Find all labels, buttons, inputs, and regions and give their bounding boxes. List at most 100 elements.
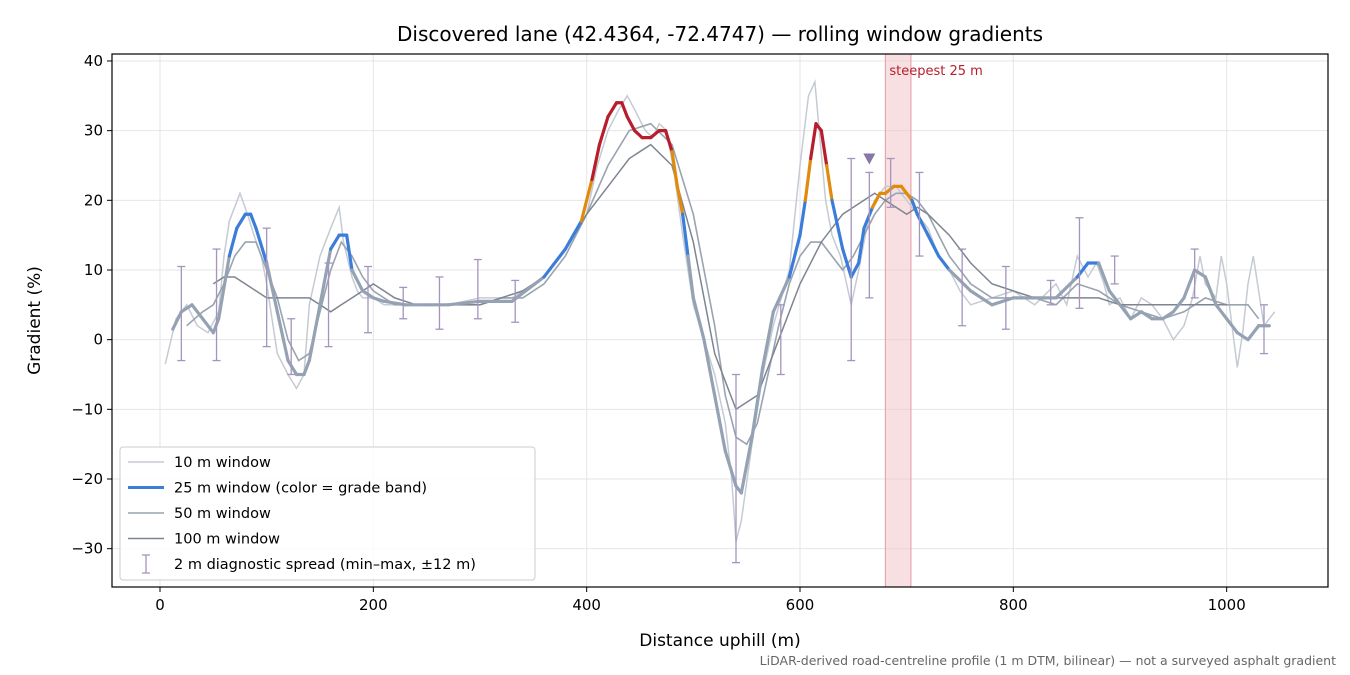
plot-frame: [111, 53, 1329, 588]
series-line-10m: [164, 79, 1276, 542]
errorbar: [262, 227, 271, 348]
x-tick-label: 400: [572, 596, 601, 614]
series-25m-segment: [675, 184, 685, 216]
steepest-marker: [863, 153, 876, 165]
errorbar: [435, 276, 444, 330]
series-25m-segment: [849, 261, 861, 279]
series-25m-segment: [1182, 268, 1197, 300]
footnote: LiDAR-derived road-centreline profile (1…: [760, 653, 1336, 668]
x-tick-label: 1000: [1208, 596, 1246, 614]
x-tick-label: 200: [359, 596, 388, 614]
series-25m-segment: [542, 247, 567, 279]
errorbar: [847, 157, 856, 362]
series-25m-segment: [318, 247, 333, 307]
series-25m-segment: [563, 219, 583, 251]
errorbar: [364, 265, 372, 334]
errorbar: [212, 248, 221, 362]
series-25m-segment: [798, 198, 807, 237]
series-25m-segment: [1203, 275, 1218, 307]
series-25m-segment: [350, 268, 365, 293]
y-tick-label: −20: [71, 470, 103, 488]
series-25m-segment: [830, 198, 845, 251]
legend-label-errorbar: 2 m diagnostic spread (min–max, ±12 m): [174, 557, 476, 573]
series-25m-segment: [825, 163, 834, 202]
series-25m-segment: [809, 122, 818, 161]
axis-ticks: 0 200 400 600 800 1000 −30 −20 −10 0 10 20 30 40: [71, 52, 1245, 614]
errorbar: [287, 318, 296, 376]
series-25m-segment: [302, 358, 311, 377]
series-25m-segment: [382, 299, 407, 307]
series-25m-segment: [1054, 275, 1079, 300]
y-tick-label: −30: [71, 540, 103, 558]
errorbar: [1190, 248, 1199, 299]
series-25m-segment: [201, 317, 215, 335]
series-25m-segment: [819, 129, 829, 168]
series-25m-segment: [510, 275, 546, 303]
y-axis-label: Gradient (%): [25, 266, 45, 375]
errorbar: [1001, 265, 1010, 330]
series-line-100m: [212, 143, 1227, 411]
series-25m-segment: [857, 226, 866, 265]
series-25m-segment: [307, 303, 322, 363]
series-25m-segment: [1097, 261, 1111, 293]
legend: 10 m window 25 m window (color = grade b…: [119, 446, 536, 581]
series-25m-segment: [620, 101, 629, 119]
series-25m-segment: [702, 338, 717, 397]
series-25m-segment: [606, 101, 619, 119]
series-25m-segment: [1139, 310, 1154, 321]
errorbar: [958, 248, 967, 327]
series-25m-segment: [649, 129, 661, 140]
series-25m-segment: [713, 393, 727, 453]
series-25m-segment: [691, 296, 706, 342]
y-tick-label: 30: [84, 122, 103, 140]
series-25m-segment: [597, 115, 610, 147]
series-25m-segment: [663, 129, 674, 154]
x-tick-label: 800: [999, 596, 1028, 614]
series-25m-segment: [750, 365, 765, 439]
series-25m-segment: [275, 310, 290, 363]
series-25m-segment: [910, 198, 919, 216]
y-tick-label: 0: [93, 331, 103, 349]
series-25m-segment: [179, 303, 194, 314]
errorbar-layer: [177, 157, 1268, 564]
legend-swatch-errorbar: [142, 554, 150, 574]
series-25m-segment: [841, 247, 853, 279]
series-25m-segment: [625, 115, 637, 133]
series-25m-segment: [1129, 310, 1143, 321]
series-25m-segment: [723, 449, 738, 488]
steepest-annotation: steepest 25 m: [889, 64, 982, 79]
errorbar: [1046, 279, 1055, 306]
series-25m-segment: [579, 177, 594, 223]
series-25m-segment: [803, 156, 813, 202]
series-25m-segment: [633, 129, 644, 140]
errorbar: [732, 373, 740, 564]
series-25m-segment: [739, 435, 754, 495]
y-tick-label: 20: [84, 191, 103, 209]
errorbar: [1260, 304, 1268, 355]
series-25m-segment: [254, 226, 269, 265]
errorbar: [1110, 255, 1119, 285]
series-25m-segment: [1246, 324, 1261, 342]
series-25m-segment: [190, 303, 205, 321]
series-25m-segment: [446, 299, 482, 307]
y-tick-label: 40: [84, 52, 103, 70]
series-25m-segment: [926, 233, 941, 258]
series-25m-segment: [249, 212, 258, 230]
series-25m-segment: [883, 184, 896, 195]
series-25m-segment: [217, 254, 231, 321]
series-25m-segment: [1225, 317, 1239, 335]
errorbar: [886, 157, 895, 208]
series-25m-segment: [371, 296, 386, 303]
series-25m-segment: [1161, 310, 1175, 321]
errorbar: [776, 304, 785, 376]
errorbar: [473, 258, 482, 320]
series-25m-segment: [761, 310, 775, 370]
series-25m-segment: [870, 191, 882, 209]
series-25m-segment: [862, 205, 875, 230]
errorbar: [1075, 217, 1084, 309]
series-25m-segment: [771, 275, 791, 314]
series-25m-segment: [235, 212, 247, 230]
x-tick-label: 600: [786, 596, 815, 614]
series-line-50m: [186, 122, 1260, 446]
legend-label-10m: 10 m window: [174, 455, 271, 471]
